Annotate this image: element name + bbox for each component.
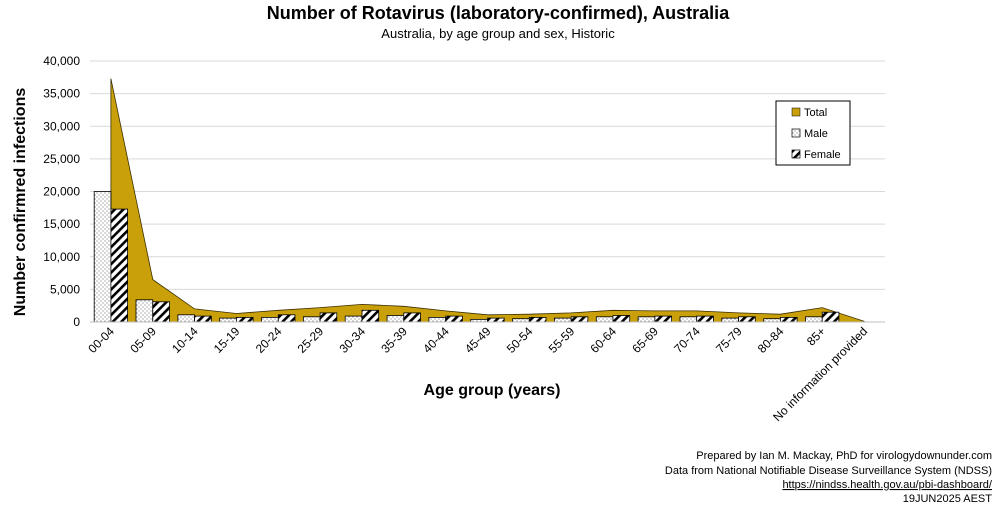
bar-male [93,191,112,323]
y-tick-label: 25,000 [43,152,80,166]
legend-swatch-total [791,107,801,117]
x-tick-labels: 00-04 05-09 10-14 15-19 20-24 25-29 30-34 35-39… [85,324,870,424]
y-tick-labels: 0 5,000 10,000 15,000 20,000 25,000 30,000 35,0… [43,54,80,329]
credit-date: 19JUN2025 AEST [903,493,993,505]
bar-female [612,315,631,323]
bars-layer [93,191,840,323]
gridlines [90,60,885,290]
x-tick-label: 30-34 [337,324,369,356]
y-tick-label: 35,000 [43,87,80,101]
bar-female [277,314,296,323]
bar-female [319,312,338,323]
x-tick-label: 10-14 [169,324,201,356]
bar-male [261,316,279,323]
y-tick-label: 0 [73,315,80,329]
bar-female [403,312,421,323]
bar-male [177,314,195,323]
bar-female [528,316,547,323]
x-tick-label: 45-49 [462,324,494,356]
legend-swatch-male [791,128,801,138]
x-tick-label: 25-29 [295,324,327,356]
credit-url[interactable]: https://nindss.health.gov.au/pbi-dashboa… [782,479,992,491]
bar-male [428,316,446,323]
bar-female [654,315,673,323]
y-tick-label: 10,000 [43,250,80,264]
total-area [110,78,865,323]
x-tick-label: 40-44 [420,324,452,356]
credit-source: Data from National Notifiable Disease Su… [665,465,992,477]
legend-box [775,100,851,166]
x-tick-label: 50-54 [504,324,536,356]
y-tick-label: 40,000 [43,54,80,68]
bar-female [235,316,254,323]
bar-female [361,309,380,323]
bar-male [219,317,237,323]
chart-title: Number of Rotavirus (laboratory-confirme… [267,3,730,23]
y-tick-label: 15,000 [43,217,80,231]
bar-female [194,315,212,323]
bar-female [487,317,505,323]
bar-female [738,316,756,323]
x-tick-label: 20-24 [253,324,285,356]
y-tick-label: 5,000 [50,282,80,296]
y-axis-title: Number confirmred infections [12,88,29,317]
bar-female [445,315,463,323]
x-tick-label: 65-69 [629,324,661,356]
legend-label-male: Male [804,128,828,140]
bar-male [344,315,363,323]
y-tick-label: 20,000 [43,185,80,199]
y-tick-label: 30,000 [43,119,80,133]
x-tick-label: 55-59 [546,324,578,356]
bar-male [805,316,823,323]
x-tick-label: 35-39 [378,324,410,356]
credit-author: Prepared by Ian M. Mackay, PhD for virol… [696,450,992,462]
legend: Total Male Female [775,100,851,166]
bar-female [152,301,170,323]
total-area-layer [110,78,865,323]
x-axis-title: Age group (years) [424,382,561,399]
credits: Prepared by Ian M. Mackay, PhD for virol… [665,450,993,505]
bar-male [554,317,572,323]
bar-female [570,316,589,323]
bar-female [696,315,714,323]
bar-female [821,311,840,323]
bar-male [721,317,739,323]
legend-swatch-female [791,149,801,159]
x-tick-label: 60-64 [588,324,620,356]
bar-male [595,316,614,323]
bar-male [637,316,656,323]
x-tick-label: 75-79 [713,324,745,356]
bar-male [135,299,154,323]
chart-subtitle: Australia, by age group and sex, Histori… [381,26,615,41]
legend-label-total: Total [804,107,827,119]
legend-label-female: Female [804,149,841,161]
x-tick-label: 05-09 [127,324,159,356]
bar-male [386,315,405,323]
x-tick-label: 80-84 [755,324,787,356]
x-tick-label: 00-04 [85,324,117,356]
bar-male [679,316,698,323]
bar-female [110,208,129,323]
x-tick-label: 85+ [804,324,828,348]
bar-male [302,316,321,323]
x-tick-label: 15-19 [211,324,243,356]
x-tick-label: 70-74 [671,324,703,356]
bar-female [780,316,798,323]
